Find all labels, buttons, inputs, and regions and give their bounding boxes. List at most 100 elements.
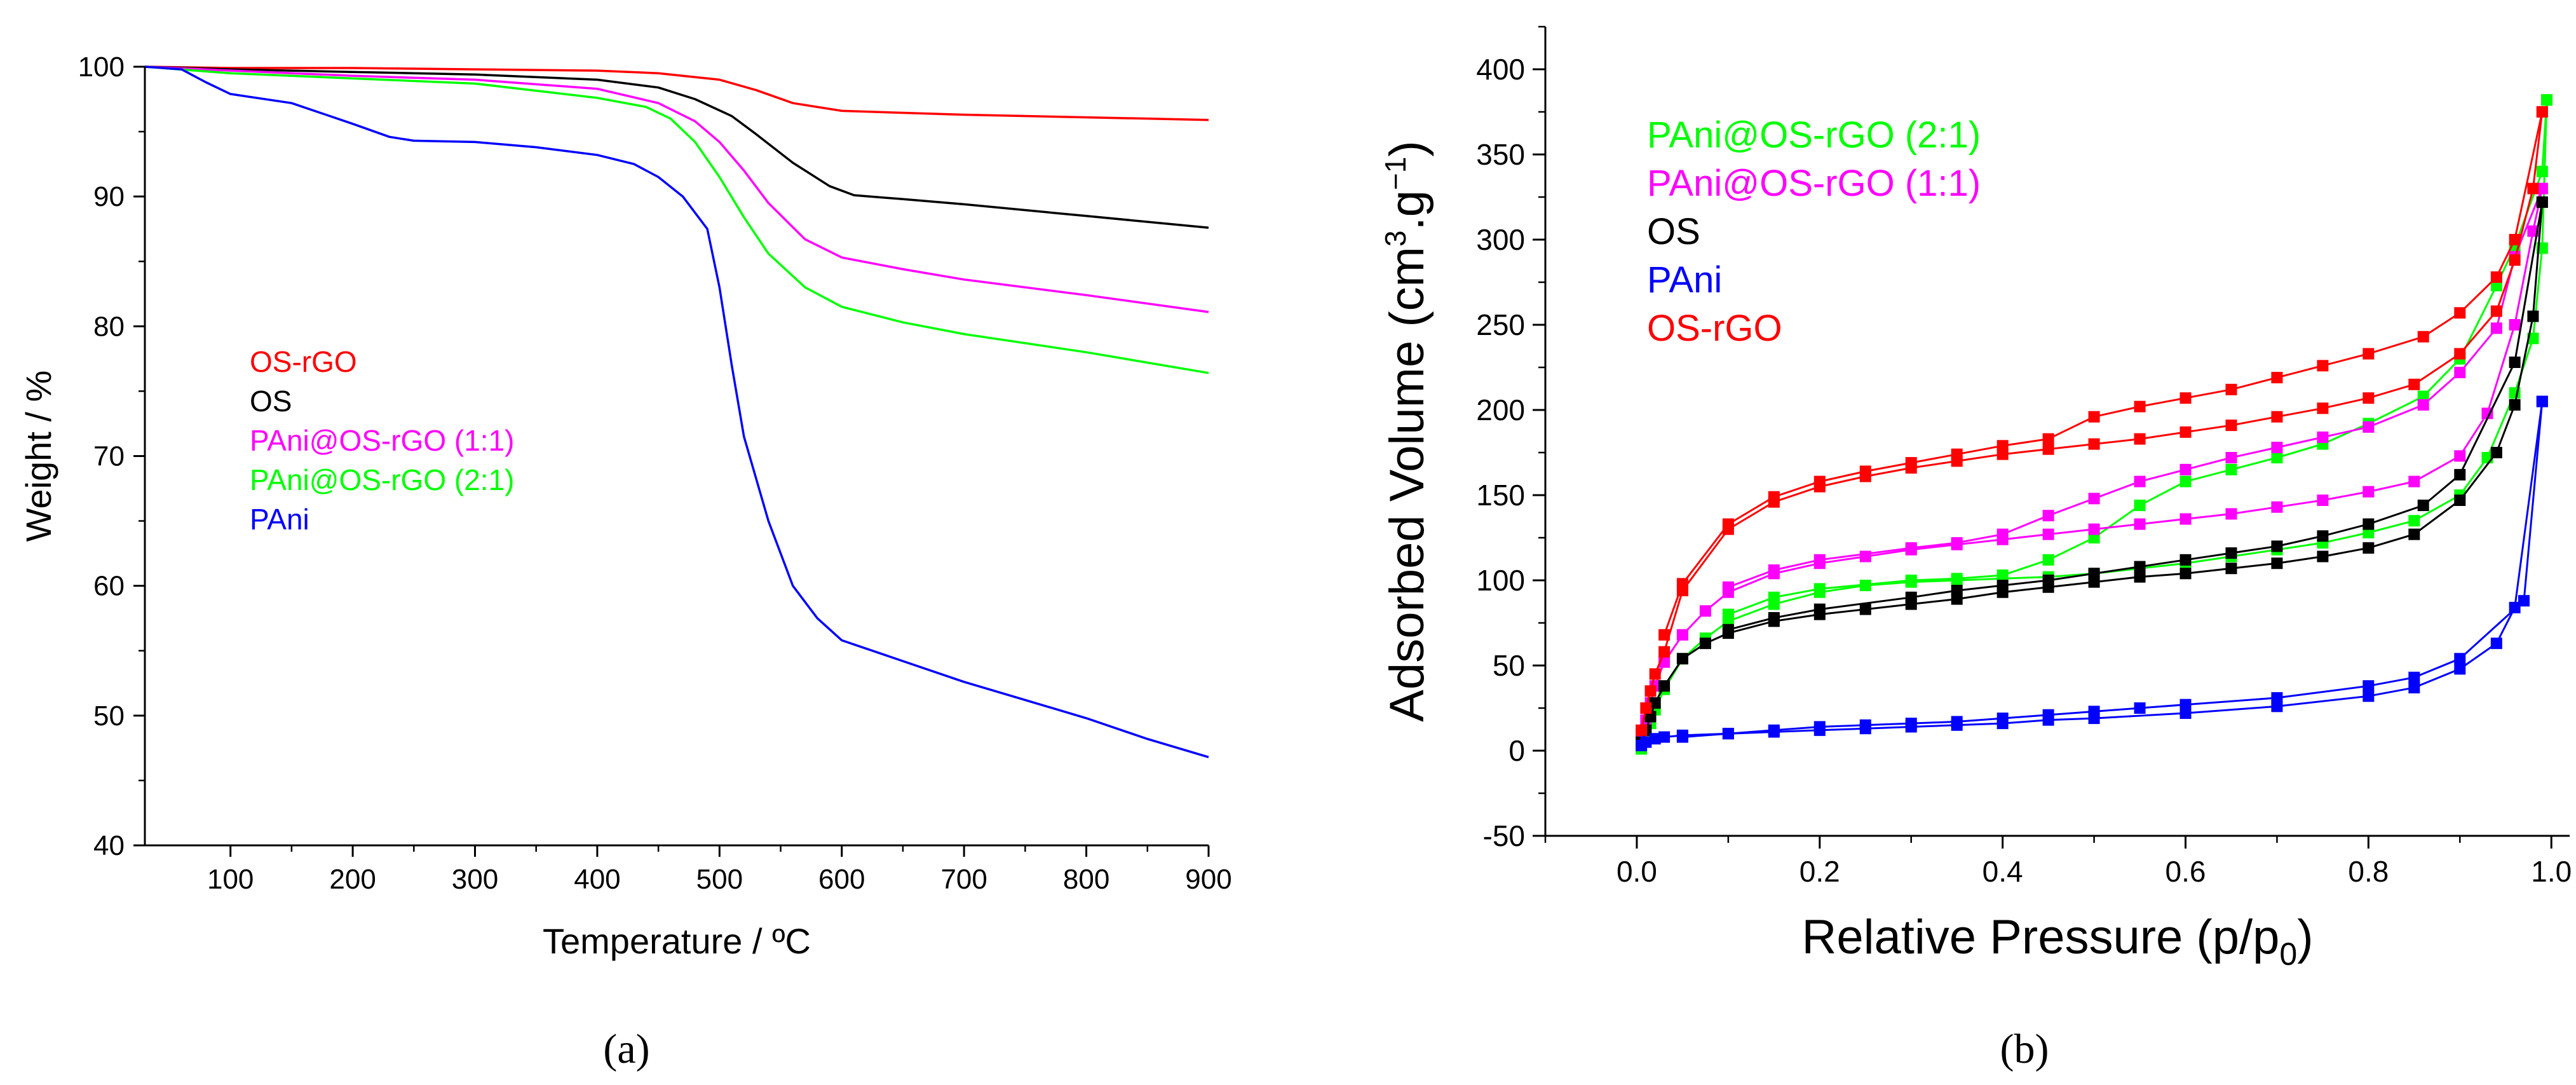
data-point — [2271, 372, 2283, 384]
data-point — [1768, 491, 1780, 503]
data-point — [1813, 583, 1826, 595]
y-tick-label: 100 — [1476, 564, 1525, 597]
data-point — [2362, 518, 2375, 530]
data-point — [1649, 733, 1661, 745]
x-tick-label: 0.2 — [1800, 855, 1840, 888]
data-point — [1649, 697, 1661, 709]
data-point — [1658, 680, 1671, 692]
data-point — [2417, 500, 2429, 512]
data-point — [2408, 681, 2420, 693]
series-line-4 — [144, 65, 1209, 758]
data-point — [2454, 450, 2466, 462]
data-point — [2042, 575, 2054, 586]
data-point — [1722, 608, 1734, 620]
data-point — [1722, 728, 1734, 740]
x-tick-label: 0.4 — [1983, 855, 2023, 888]
data-point — [2362, 680, 2375, 692]
y-tick-label: 80 — [93, 311, 125, 342]
data-point — [2509, 234, 2521, 245]
x-tick-label: 400 — [574, 864, 620, 895]
data-point — [2225, 547, 2237, 559]
data-point — [2134, 571, 2146, 583]
data-point — [1905, 591, 1917, 603]
data-point — [2134, 518, 2146, 530]
series-line-2 — [144, 65, 1209, 313]
data-point — [1813, 603, 1826, 615]
data-point — [1813, 554, 1826, 566]
data-point — [2042, 443, 2054, 455]
data-point — [2454, 348, 2466, 360]
y-axis-label-mid: .g — [1380, 190, 1434, 230]
data-point — [2490, 447, 2502, 458]
y-tick-label: 0 — [1508, 734, 1525, 767]
data-point — [2179, 392, 2192, 404]
data-point — [2509, 356, 2521, 368]
x-tick-label: 100 — [207, 864, 254, 895]
data-point — [1699, 638, 1711, 650]
x-tick-label: 0.6 — [2166, 855, 2206, 888]
data-point — [1768, 611, 1780, 624]
data-point — [2088, 438, 2100, 450]
data-point — [2271, 557, 2283, 570]
data-point — [2271, 452, 2283, 464]
data-point — [2225, 463, 2237, 475]
data-point — [2527, 332, 2539, 345]
data-point — [1722, 518, 1734, 530]
data-point — [1768, 724, 1780, 736]
data-point — [2317, 495, 2329, 507]
data-point — [1722, 624, 1734, 636]
data-point — [1649, 668, 1661, 680]
data-point — [1951, 716, 1963, 728]
data-point — [2042, 709, 2054, 721]
y-tick-label: 400 — [1476, 53, 1525, 86]
panel-a: 100 200 300 400 500 600 700 800 900 40 50 60 70 80 90 1… — [18, 51, 1232, 1072]
data-point — [2134, 702, 2146, 714]
x-tick-label: 0.0 — [1617, 855, 1657, 888]
legend-entry: PAni — [250, 503, 309, 536]
data-point — [2536, 196, 2548, 208]
data-point — [1644, 685, 1657, 697]
adsorption-line — [1640, 188, 2544, 734]
data-point — [1813, 721, 1826, 733]
data-point — [2541, 94, 2553, 106]
data-point — [2134, 500, 2146, 512]
panel-b: 0.0 0.2 0.4 0.6 0.8 1.0 -50 0 50 100 150 200 250 300 3… — [1379, 25, 2572, 1072]
data-point — [1996, 440, 2009, 452]
data-point — [2527, 310, 2539, 322]
data-point — [1859, 719, 1871, 731]
data-point — [2088, 493, 2100, 505]
x-tick-label: 300 — [452, 864, 498, 895]
data-point — [1951, 585, 1963, 597]
data-point — [2408, 671, 2420, 683]
data-point — [2362, 392, 2375, 404]
y-axis-label-main: Adsorbed Volume (cm — [1380, 247, 1434, 722]
y-tick-label: 100 — [78, 51, 125, 83]
data-point — [2490, 322, 2502, 334]
desorption-line — [1682, 401, 2544, 739]
data-point — [2225, 452, 2237, 464]
data-point — [1859, 580, 1871, 592]
desorption-line — [1663, 111, 2544, 636]
data-point — [2536, 395, 2548, 407]
y-tick-label: 50 — [93, 700, 125, 732]
data-point — [2362, 690, 2375, 702]
legend-entry: OS — [250, 385, 292, 418]
data-point — [2362, 542, 2375, 554]
data-point — [2454, 307, 2466, 319]
y-axis-label-sup: 3 — [1379, 230, 1412, 247]
data-point — [2179, 554, 2192, 566]
y-tick-label: 90 — [93, 181, 125, 212]
x-tick-label: 700 — [940, 864, 987, 895]
data-point — [2317, 402, 2329, 414]
data-point — [2088, 523, 2100, 535]
data-point — [1676, 653, 1688, 665]
data-point — [1996, 528, 2009, 540]
legend-entry: PAni@OS-rGO (2:1) — [250, 463, 514, 496]
series-group-3 — [1636, 395, 2548, 751]
series-group-2 — [1636, 196, 2548, 748]
data-point — [2317, 550, 2329, 563]
legend-entry: PAni@OS-rGO (1:1) — [1647, 163, 1981, 204]
data-point — [2042, 528, 2054, 540]
y-tick-label: -50 — [1483, 819, 1525, 852]
